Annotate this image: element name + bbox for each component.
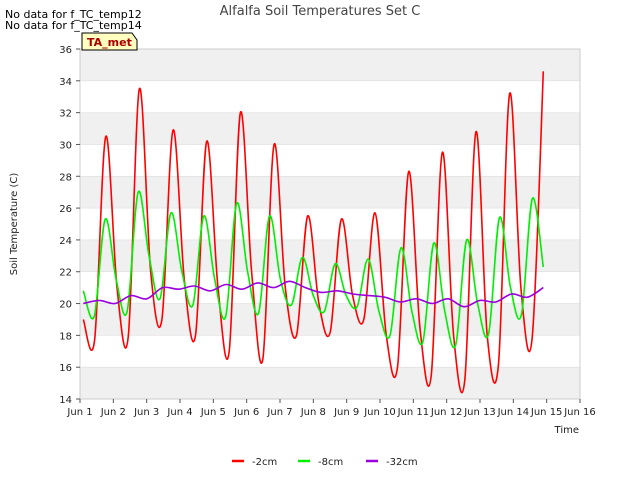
badge-shape [81,32,138,51]
y-tick-label: 36 [59,45,72,56]
x-tick-label: Jun 1 [66,407,92,418]
x-tick-label: Jun 14 [497,407,530,418]
y-tick-label: 14 [59,395,72,406]
chart-title: Alfalfa Soil Temperatures Set C [220,4,421,19]
series-line-2cm [82,71,545,394]
x-tick-label: Jun 10 [363,407,396,418]
x-tick-label: Jun 5 [200,407,226,418]
x-axis-label: Time [554,425,579,436]
y-axis-ticks: 14 16 18 20 22 24 26 28 30 32 34 36 [59,45,80,406]
y-axis-label: Soil Temperature (C) [9,173,20,276]
y-tick-label: 18 [59,331,72,342]
y-tick-label: 20 [59,300,72,311]
legend: -2cm -8cm -32cm [232,457,418,468]
badge-label: TA_met [87,36,132,49]
plot-band [80,112,580,145]
x-axis-ticks: Jun 1 Jun 2 Jun 3 Jun 4 Jun 5 Jun 6 Jun 7 Jun 8… [66,399,596,418]
x-tick-label: Jun 7 [266,407,292,418]
plot-band [80,49,580,81]
y-tick-label: 16 [59,363,72,374]
legend-label: -2cm [252,457,277,468]
ta-met-badge: TA_met [81,32,138,51]
plot-background [80,49,580,399]
x-tick-label: Jun 3 [133,407,159,418]
y-tick-label: 24 [59,236,72,247]
x-tick-label: Jun 15 [530,407,563,418]
x-tick-label: Jun 6 [233,407,259,418]
y-tick-label: 22 [59,268,72,279]
no-data-note-1: No data for f_TC_temp12 [5,8,142,21]
x-tick-label: Jun 4 [166,407,192,418]
series-line-32cm [83,280,544,308]
x-tick-label: Jun 2 [100,407,126,418]
y-tick-label: 32 [59,109,72,120]
x-tick-label: Jun 16 [563,407,596,418]
series-layer [82,71,545,394]
x-tick-label: Jun 12 [430,407,463,418]
y-tick-label: 26 [59,204,72,215]
x-tick-label: Jun 9 [333,407,359,418]
plot-band [80,367,580,399]
x-tick-label: Jun 8 [300,407,326,418]
legend-label: -8cm [318,457,343,468]
y-tick-label: 30 [59,140,72,151]
y-tick-label: 34 [59,77,72,88]
plot-frame [79,48,581,400]
plot-area [80,49,580,399]
no-data-note-2: No data for f_TC_temp14 [5,19,142,32]
plot-band [80,176,580,209]
legend-label: -32cm [386,457,418,468]
series-line-8cm [82,190,545,349]
x-tick-label: Jun 13 [463,407,496,418]
y-tick-label: 28 [59,172,72,183]
x-tick-label: Jun 11 [397,407,430,418]
